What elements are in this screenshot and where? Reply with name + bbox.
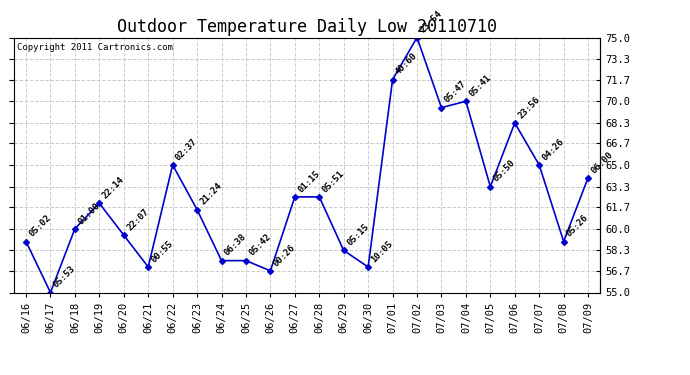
- Text: 23:54: 23:54: [418, 9, 444, 35]
- Title: Outdoor Temperature Daily Low 20110710: Outdoor Temperature Daily Low 20110710: [117, 18, 497, 36]
- Text: 05:41: 05:41: [467, 73, 493, 99]
- Text: 01:00: 01:00: [77, 201, 101, 226]
- Text: 22:07: 22:07: [125, 207, 150, 232]
- Text: 21:24: 21:24: [199, 182, 224, 207]
- Text: 40:60: 40:60: [394, 51, 420, 77]
- Text: 06:38: 06:38: [223, 232, 248, 258]
- Text: 05:15: 05:15: [345, 222, 371, 248]
- Text: 23:56: 23:56: [516, 95, 542, 120]
- Text: 00:26: 00:26: [272, 243, 297, 268]
- Text: 02:37: 02:37: [174, 137, 199, 162]
- Text: Copyright 2011 Cartronics.com: Copyright 2011 Cartronics.com: [17, 43, 172, 52]
- Text: 05:26: 05:26: [565, 213, 591, 239]
- Text: 05:47: 05:47: [443, 80, 469, 105]
- Text: 00:55: 00:55: [150, 239, 175, 264]
- Text: 06:00: 06:00: [589, 150, 615, 175]
- Text: 10:05: 10:05: [370, 239, 395, 264]
- Text: 05:51: 05:51: [321, 169, 346, 194]
- Text: 04:26: 04:26: [540, 137, 566, 162]
- Text: 01:15: 01:15: [296, 169, 322, 194]
- Text: 05:53: 05:53: [52, 264, 77, 290]
- Text: 05:50: 05:50: [492, 159, 517, 184]
- Text: 05:42: 05:42: [247, 232, 273, 258]
- Text: 22:14: 22:14: [101, 175, 126, 201]
- Text: 05:02: 05:02: [28, 213, 52, 239]
